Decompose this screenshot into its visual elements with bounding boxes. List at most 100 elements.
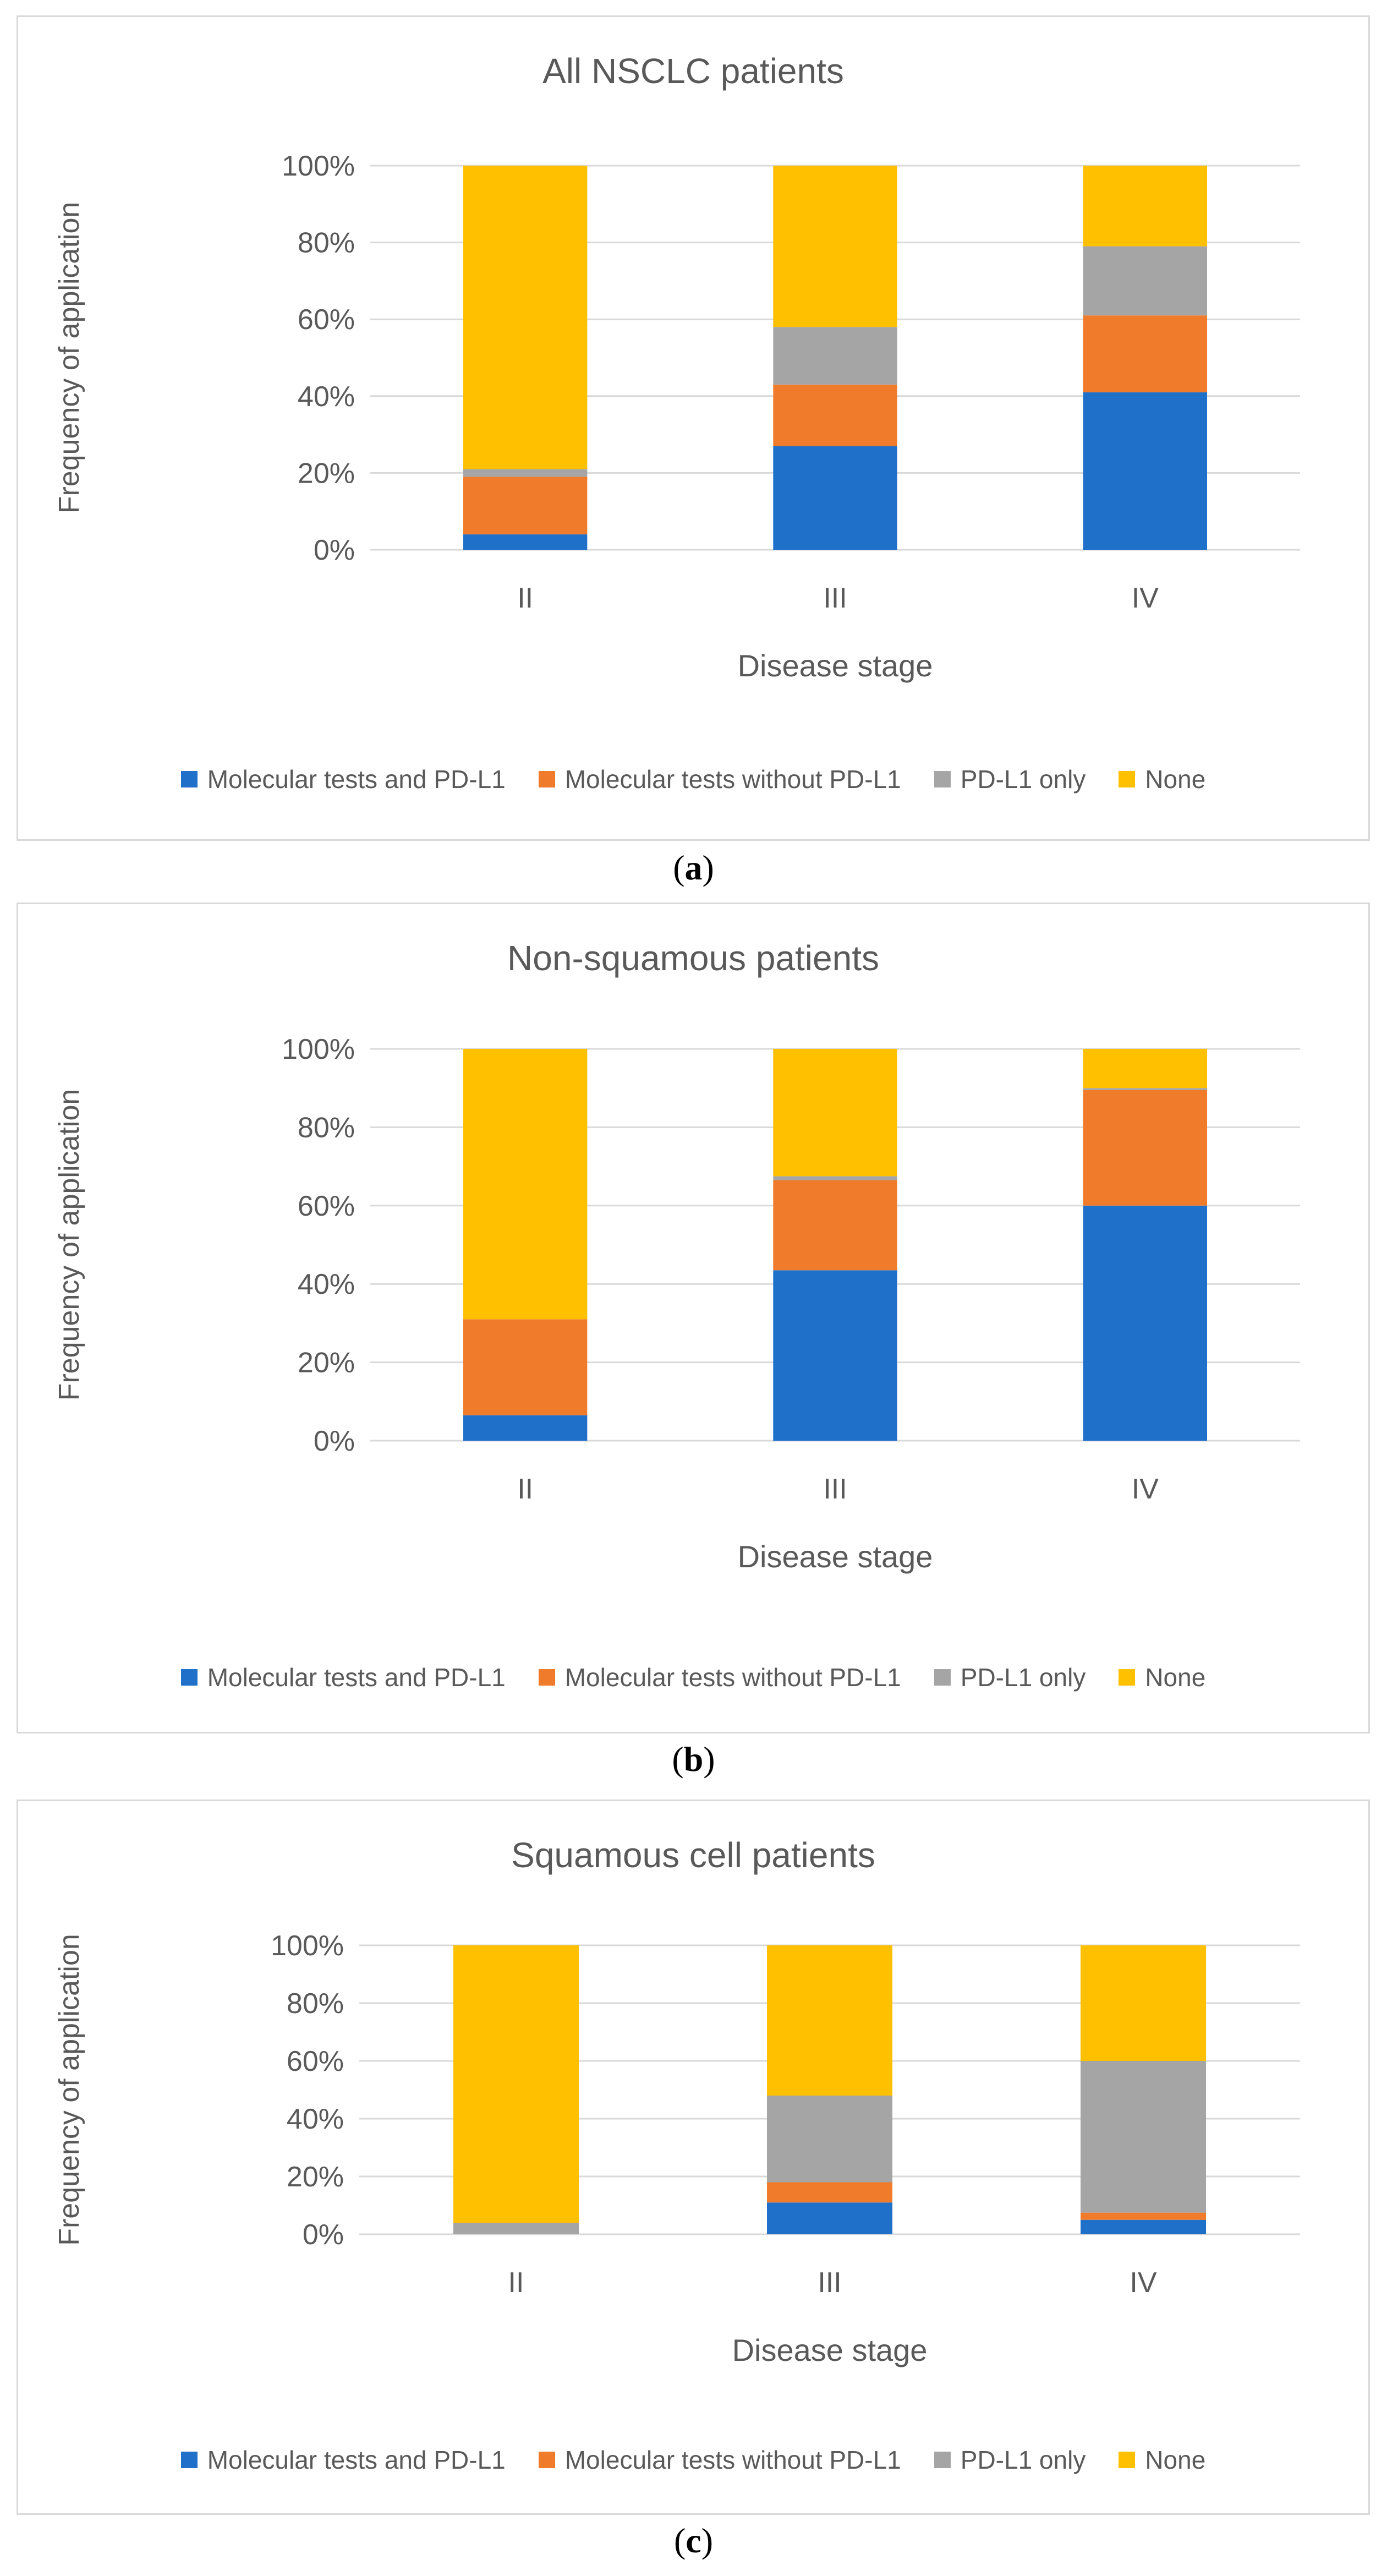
bar-none-iii <box>773 166 897 327</box>
bar-molecular-tests-without-pd-l1-iii <box>767 2182 892 2203</box>
y-tick-label: 0% <box>303 2219 344 2251</box>
legend-label: None <box>1145 2446 1206 2474</box>
legend-swatch <box>538 1669 555 1686</box>
legend-item-pd-l1-only: PD-L1 only <box>934 2445 1086 2475</box>
x-tick-label: IV <box>1132 1473 1159 1505</box>
bar-pd-l1-only-iv <box>1083 246 1207 316</box>
chart-b-legend: Molecular tests and PD-L1 Molecular tests… <box>18 1662 1368 1692</box>
bar-none-ii <box>453 1945 579 2223</box>
legend-swatch <box>180 1669 198 1686</box>
y-tick-label: 40% <box>298 1268 355 1300</box>
legend-label: None <box>1145 1663 1206 1692</box>
caption-c: (c) <box>673 2521 714 2560</box>
x-axis-label: Disease stage <box>738 648 933 683</box>
legend-swatch <box>538 771 555 787</box>
legend-swatch <box>934 2452 951 2468</box>
bar-molecular-tests-and-pd-l1-ii <box>463 1415 588 1441</box>
x-tick-label: III <box>823 582 847 614</box>
legend-item-pd-l1-only: PD-L1 only <box>934 764 1086 794</box>
x-tick-label: II <box>517 582 533 614</box>
legend-swatch <box>538 2452 555 2468</box>
legend-label: Molecular tests and PD-L1 <box>207 765 506 794</box>
chart-a-legend: Molecular tests and PD-L1 Molecular tests… <box>18 764 1368 794</box>
legend-label: PD-L1 only <box>960 765 1086 794</box>
chart-title: Squamous cell patients <box>511 1835 875 1875</box>
legend-swatch <box>934 1669 951 1686</box>
chart-panel-c: Squamous cell patients 0% 20% 40% 60% 80% 100%… <box>17 1800 1370 2515</box>
y-tick-label: 40% <box>298 381 355 413</box>
bar-none-iii <box>767 1945 892 2096</box>
y-tick-label: 100% <box>271 1930 344 1962</box>
legend-swatch <box>1119 1669 1136 1686</box>
x-tick-label: II <box>517 1473 533 1505</box>
legend-label: Molecular tests without PD-L1 <box>564 2446 901 2474</box>
chart-b-svg: Non-squamous patients 0% 20% 40% 60% 80% 100% F… <box>53 938 1300 1574</box>
bar-molecular-tests-without-pd-l1-iv <box>1083 315 1207 392</box>
legend-item-none: None <box>1119 1662 1205 1692</box>
legend-item-molecular-tests-and-pd-l1: Molecular tests and PD-L1 <box>180 2445 506 2475</box>
legend-item-molecular-tests-and-pd-l1: Molecular tests and PD-L1 <box>180 764 506 794</box>
y-tick-label: 60% <box>298 1190 355 1222</box>
bar-molecular-tests-without-pd-l1-ii <box>463 1319 588 1415</box>
bar-pd-l1-only-iii <box>773 327 897 385</box>
legend-label: Molecular tests without PD-L1 <box>564 1663 901 1692</box>
bar-none-ii <box>463 166 588 469</box>
bar-molecular-tests-without-pd-l1-ii <box>463 477 588 535</box>
legend-swatch <box>934 771 951 787</box>
y-tick-label: 100% <box>282 1033 355 1065</box>
bar-molecular-tests-and-pd-l1-iii <box>767 2202 892 2234</box>
legend-label: Molecular tests without PD-L1 <box>564 765 901 794</box>
y-tick-label: 0% <box>314 534 355 566</box>
bar-pd-l1-only-iv <box>1081 2061 1206 2213</box>
bar-none-ii <box>463 1049 588 1320</box>
bar-pd-l1-only-iii <box>767 2096 892 2183</box>
chart-panel-a: All NSCLC patients 0% 20% 40% 60% 80% 100% Freq… <box>17 15 1370 841</box>
caption-a: (a) <box>673 848 714 887</box>
chart-panel-b: Non-squamous patients 0% 20% 40% 60% 80% 100% F… <box>17 903 1370 1733</box>
bar-molecular-tests-without-pd-l1-iv <box>1083 1090 1207 1206</box>
y-tick-label: 20% <box>287 2161 344 2193</box>
bar-molecular-tests-without-pd-l1-iv <box>1081 2212 1206 2220</box>
x-tick-label: IV <box>1130 2267 1156 2299</box>
y-tick-label: 20% <box>298 457 355 489</box>
y-tick-label: 20% <box>298 1347 355 1379</box>
bar-none-iii <box>773 1049 897 1177</box>
bar-molecular-tests-and-pd-l1-iv <box>1083 1205 1207 1441</box>
legend-item-none: None <box>1119 2445 1205 2475</box>
y-axis-label: Frequency of application <box>53 1934 85 2246</box>
x-tick-label: III <box>818 2267 841 2299</box>
y-tick-label: 80% <box>298 1112 355 1144</box>
chart-title: Non-squamous patients <box>507 938 879 978</box>
legend-label: PD-L1 only <box>960 1663 1086 1692</box>
bar-molecular-tests-and-pd-l1-iii <box>773 1270 897 1441</box>
legend-label: Molecular tests and PD-L1 <box>207 1663 506 1692</box>
chart-title: All NSCLC patients <box>542 51 844 91</box>
legend-item-molecular-tests-without-pd-l1: Molecular tests without PD-L1 <box>538 764 901 794</box>
legend-swatch <box>1119 771 1136 787</box>
caption-b: (b) <box>672 1740 715 1779</box>
chart-c-svg: Squamous cell patients 0% 20% 40% 60% 80% 100%… <box>53 1835 1300 2367</box>
legend-swatch <box>1119 2452 1136 2468</box>
y-tick-label: 40% <box>287 2103 344 2135</box>
legend-item-pd-l1-only: PD-L1 only <box>934 1662 1086 1692</box>
bar-molecular-tests-and-pd-l1-ii <box>463 534 588 550</box>
x-axis-label: Disease stage <box>732 2333 928 2367</box>
bar-none-iv <box>1083 166 1207 247</box>
bar-pd-l1-only-iii <box>773 1176 897 1180</box>
chart-a-svg: All NSCLC patients 0% 20% 40% 60% 80% 100% Freq… <box>53 51 1300 683</box>
y-tick-label: 80% <box>298 227 355 259</box>
x-tick-label: II <box>508 2267 524 2299</box>
y-tick-label: 0% <box>314 1425 355 1457</box>
bar-molecular-tests-without-pd-l1-iii <box>773 1180 897 1271</box>
x-tick-label: III <box>823 1473 847 1505</box>
bar-pd-l1-only-ii <box>463 469 588 477</box>
y-axis-label: Frequency of application <box>53 1089 85 1401</box>
legend-item-molecular-tests-without-pd-l1: Molecular tests without PD-L1 <box>538 1662 901 1692</box>
bar-pd-l1-only-iv <box>1083 1088 1207 1090</box>
bar-none-iv <box>1083 1049 1207 1089</box>
legend-item-none: None <box>1119 764 1205 794</box>
y-tick-label: 80% <box>287 1988 344 2020</box>
legend-label: PD-L1 only <box>960 2446 1086 2474</box>
y-axis-label: Frequency of application <box>53 202 85 514</box>
bar-molecular-tests-and-pd-l1-iii <box>773 446 897 550</box>
